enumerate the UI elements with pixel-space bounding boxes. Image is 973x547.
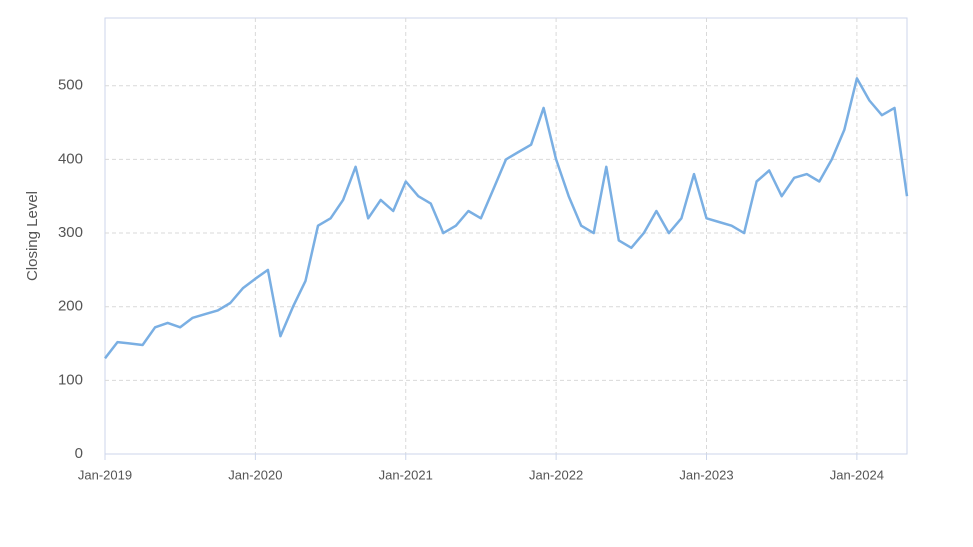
y-tick-label: 300 <box>58 224 83 241</box>
x-tick-label: Jan-2024 <box>830 467 884 482</box>
y-tick-label: 200 <box>58 298 83 315</box>
series-line <box>104 77 909 360</box>
x-tick-label: Jan-2023 <box>679 467 733 482</box>
x-tick-label: Jan-2020 <box>228 467 282 482</box>
y-tick-label: 100 <box>58 371 83 388</box>
x-tick-label: Jan-2021 <box>379 467 433 482</box>
y-axis-label: Closing Level <box>24 191 41 281</box>
x-tick-label: Jan-2022 <box>529 467 583 482</box>
y-tick-label: 400 <box>58 150 83 167</box>
y-tick-label: 0 <box>75 445 83 462</box>
x-tick-label: Jan-2019 <box>78 467 132 482</box>
plot-frame <box>104 17 908 455</box>
y-tick-label: 500 <box>58 77 83 94</box>
